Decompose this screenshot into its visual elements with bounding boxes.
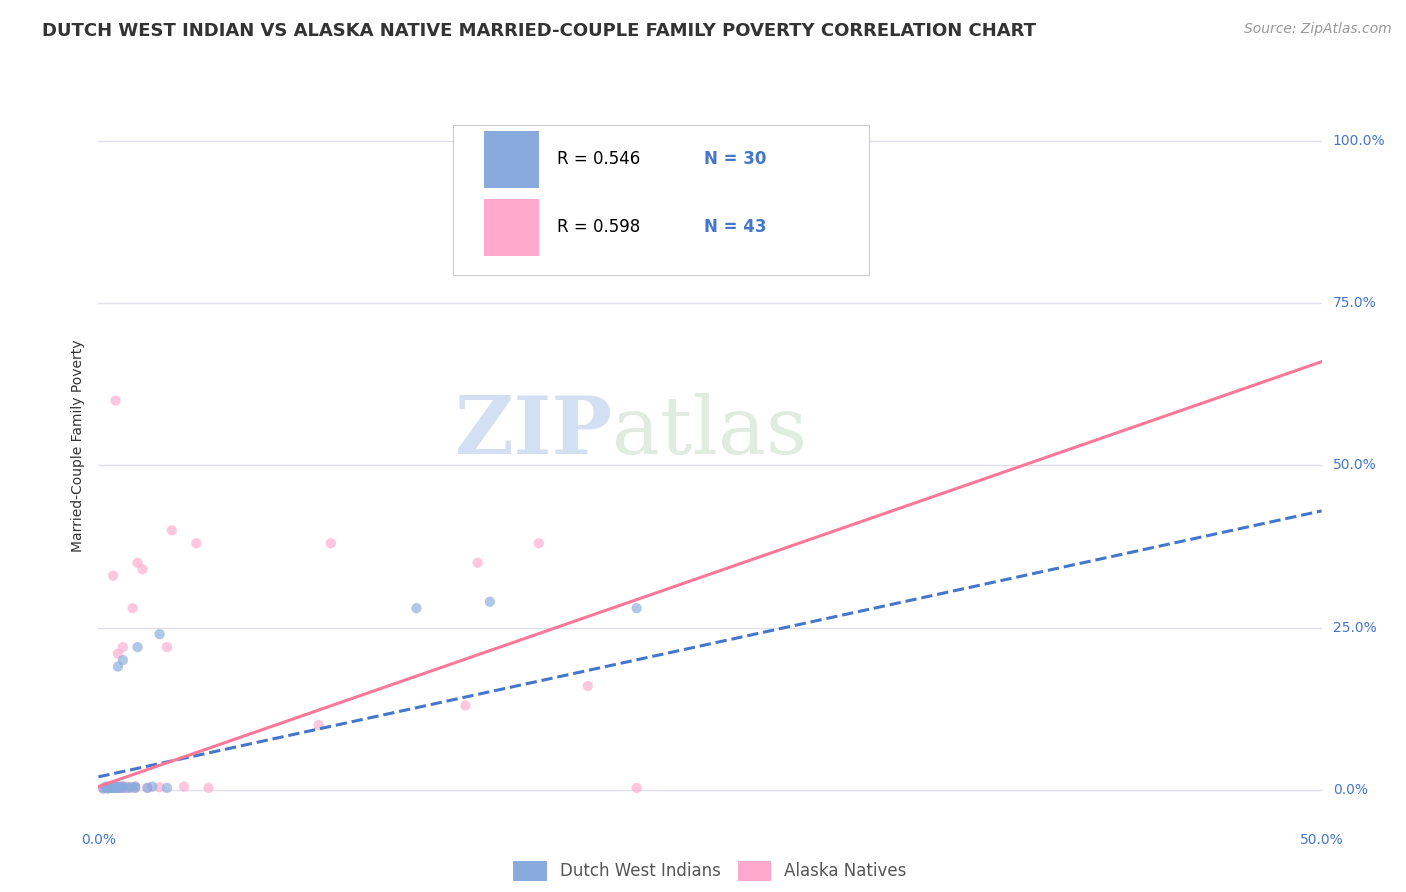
Point [100,780,122,795]
Text: 25.0%: 25.0% [1333,621,1376,634]
Point [120,780,142,795]
Point [121,601,143,615]
Point [104,780,127,794]
Point [111,780,134,795]
Point [117,780,139,795]
Point [114,780,136,795]
Point [124,780,146,795]
Point [527,536,550,550]
Point [136,780,159,795]
Point [107,780,129,795]
Point [308,718,330,732]
Point [97,781,120,796]
Legend: Dutch West Indians, Alaska Natives: Dutch West Indians, Alaska Natives [506,855,914,888]
Point [101,780,124,795]
Point [101,780,124,795]
Point [91,781,114,796]
Y-axis label: Married-Couple Family Poverty: Married-Couple Family Poverty [72,340,86,552]
Point [131,562,153,576]
Text: 0.0%: 0.0% [82,833,115,847]
Point [101,780,124,795]
FancyBboxPatch shape [453,125,869,275]
Point [149,627,172,641]
Point [110,780,132,794]
Point [124,780,146,794]
Point [576,679,599,693]
Point [173,780,195,794]
Point [149,780,172,795]
Point [110,780,132,795]
Point [111,780,134,794]
Point [111,640,134,654]
Point [127,556,149,570]
Point [101,568,124,582]
Point [186,536,208,550]
Point [626,601,648,615]
Point [141,780,163,794]
Point [124,780,146,794]
Point [124,780,146,795]
Point [120,780,142,795]
Point [94,780,117,795]
Point [107,647,129,661]
Text: 75.0%: 75.0% [1333,296,1376,310]
Bar [484,199,538,256]
Bar [484,131,538,188]
Text: N = 30: N = 30 [704,150,766,169]
Text: 0.0%: 0.0% [1333,783,1368,797]
Point [104,393,127,408]
Point [160,524,183,538]
Point [478,595,501,609]
Point [107,659,129,673]
Text: atlas: atlas [612,392,807,471]
Point [117,780,139,795]
Point [136,780,159,795]
Point [107,780,129,795]
Point [111,653,134,667]
Point [94,780,117,795]
Point [104,780,127,795]
Text: Source: ZipAtlas.com: Source: ZipAtlas.com [1244,22,1392,37]
Point [110,780,132,795]
Point [101,780,124,795]
Point [97,780,120,795]
Point [94,780,117,794]
Text: 50.0%: 50.0% [1333,458,1376,473]
Point [104,780,127,795]
Point [100,780,122,795]
Point [97,780,120,794]
Text: N = 43: N = 43 [704,218,766,236]
Text: R = 0.598: R = 0.598 [557,218,640,236]
Text: 50.0%: 50.0% [1299,833,1344,847]
Point [111,780,134,795]
Point [197,780,219,795]
Point [821,134,844,148]
Point [467,556,489,570]
Point [405,601,427,615]
Point [156,780,179,795]
Point [91,781,114,796]
Point [454,698,477,713]
Point [127,640,149,654]
Point [100,780,122,795]
Text: R = 0.546: R = 0.546 [557,150,640,169]
Point [100,780,122,794]
Point [111,780,134,794]
Text: 100.0%: 100.0% [1333,134,1385,148]
Point [110,780,132,795]
Point [107,780,129,795]
Point [319,536,342,550]
Point [104,780,127,794]
Text: DUTCH WEST INDIAN VS ALASKA NATIVE MARRIED-COUPLE FAMILY POVERTY CORRELATION CHA: DUTCH WEST INDIAN VS ALASKA NATIVE MARRI… [42,22,1036,40]
Text: ZIP: ZIP [456,392,612,471]
Point [156,640,179,654]
Point [107,780,129,794]
Point [626,780,648,795]
